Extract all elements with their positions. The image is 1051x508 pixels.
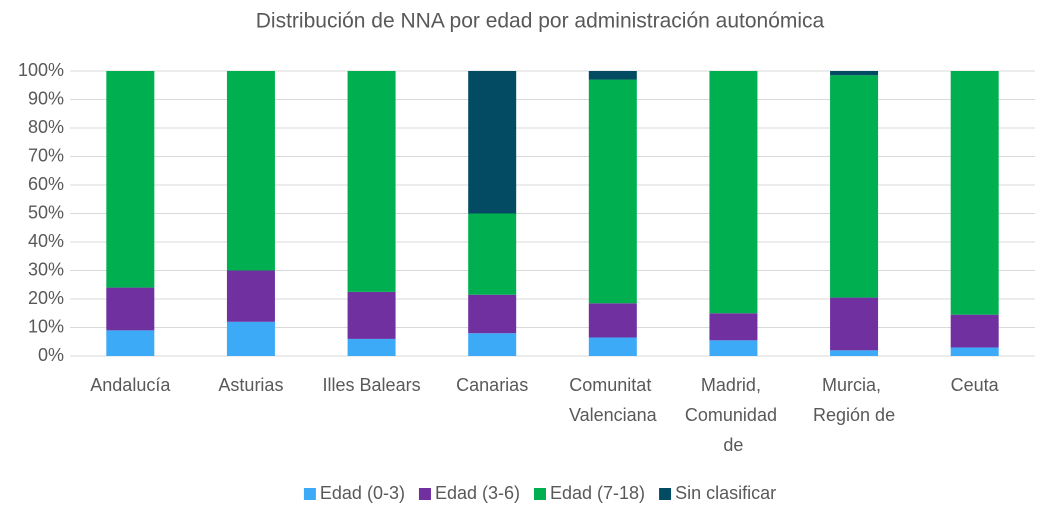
- y-tick-label: 50%: [28, 202, 64, 222]
- y-tick-label: 100%: [18, 60, 64, 80]
- bar-segment: [226, 71, 275, 271]
- bar-segment: [347, 291, 396, 339]
- bar-segment: [830, 350, 879, 356]
- y-tick-label: 80%: [28, 117, 64, 137]
- x-tick-label: Comunitat Valenciana: [569, 375, 658, 425]
- bar-segment: [468, 294, 517, 334]
- x-tick-label: Madrid, Comunidad de: [685, 375, 782, 455]
- x-tick-label: Illes Balears: [323, 375, 421, 395]
- x-tick-label: Andalucía: [90, 375, 171, 395]
- legend-item: Sin clasificar: [675, 483, 776, 503]
- bar-segment: [468, 213, 517, 295]
- legend-swatch: [659, 488, 672, 500]
- x-tick-label: Canarias: [456, 375, 528, 395]
- legend-item: Edad (7-18): [550, 483, 645, 503]
- legend-swatch: [534, 488, 546, 500]
- bar-segment: [226, 321, 275, 356]
- legend-label: Edad (7-18): [550, 483, 645, 503]
- legend-label: Edad (0-3): [320, 483, 405, 503]
- bar-segment: [347, 71, 396, 292]
- bar-segment: [468, 71, 517, 214]
- chart-title: Distribución de NNA por edad por adminis…: [256, 10, 825, 33]
- bar-segment: [830, 71, 879, 76]
- x-tick-label: Ceuta: [951, 375, 1000, 395]
- bar-segment: [588, 79, 637, 304]
- x-tick-label: Murcia, Región de: [813, 375, 895, 425]
- legend-label: Sin clasificar: [675, 483, 776, 503]
- bar-segment: [588, 303, 637, 338]
- y-tick-label: 30%: [28, 259, 64, 279]
- bar-segment: [950, 314, 999, 348]
- legend-swatch: [303, 488, 316, 500]
- y-tick-label: 90%: [28, 88, 64, 108]
- y-tick-label: 60%: [28, 174, 64, 194]
- bar-segment: [709, 71, 758, 314]
- legend-swatch: [418, 488, 431, 500]
- y-tick-label: 70%: [28, 145, 64, 165]
- x-tick-label: Asturias: [218, 375, 283, 395]
- y-tick-label: 0%: [38, 345, 64, 365]
- bar-segment: [106, 287, 155, 331]
- bar-segment: [830, 75, 879, 298]
- bar-segment: [709, 340, 758, 356]
- bar-segment: [950, 347, 999, 356]
- bar-segment: [347, 338, 396, 356]
- legend-label: Edad (3-6): [435, 483, 520, 503]
- bar-segment: [106, 71, 155, 288]
- y-tick-label: 20%: [28, 288, 64, 308]
- bar-segment: [468, 333, 517, 356]
- bar-segment: [106, 330, 155, 356]
- legend-item: Edad (3-6): [435, 483, 520, 503]
- bar-segment: [709, 313, 758, 341]
- y-tick-label: 10%: [28, 316, 64, 336]
- bar-segment: [588, 71, 637, 80]
- bar-segment: [226, 270, 275, 322]
- legend-item: Edad (0-3): [320, 483, 405, 503]
- y-tick-label: 40%: [28, 231, 64, 251]
- bar-segment: [950, 71, 999, 315]
- bar-segment: [830, 297, 879, 351]
- bar-segment: [588, 337, 637, 356]
